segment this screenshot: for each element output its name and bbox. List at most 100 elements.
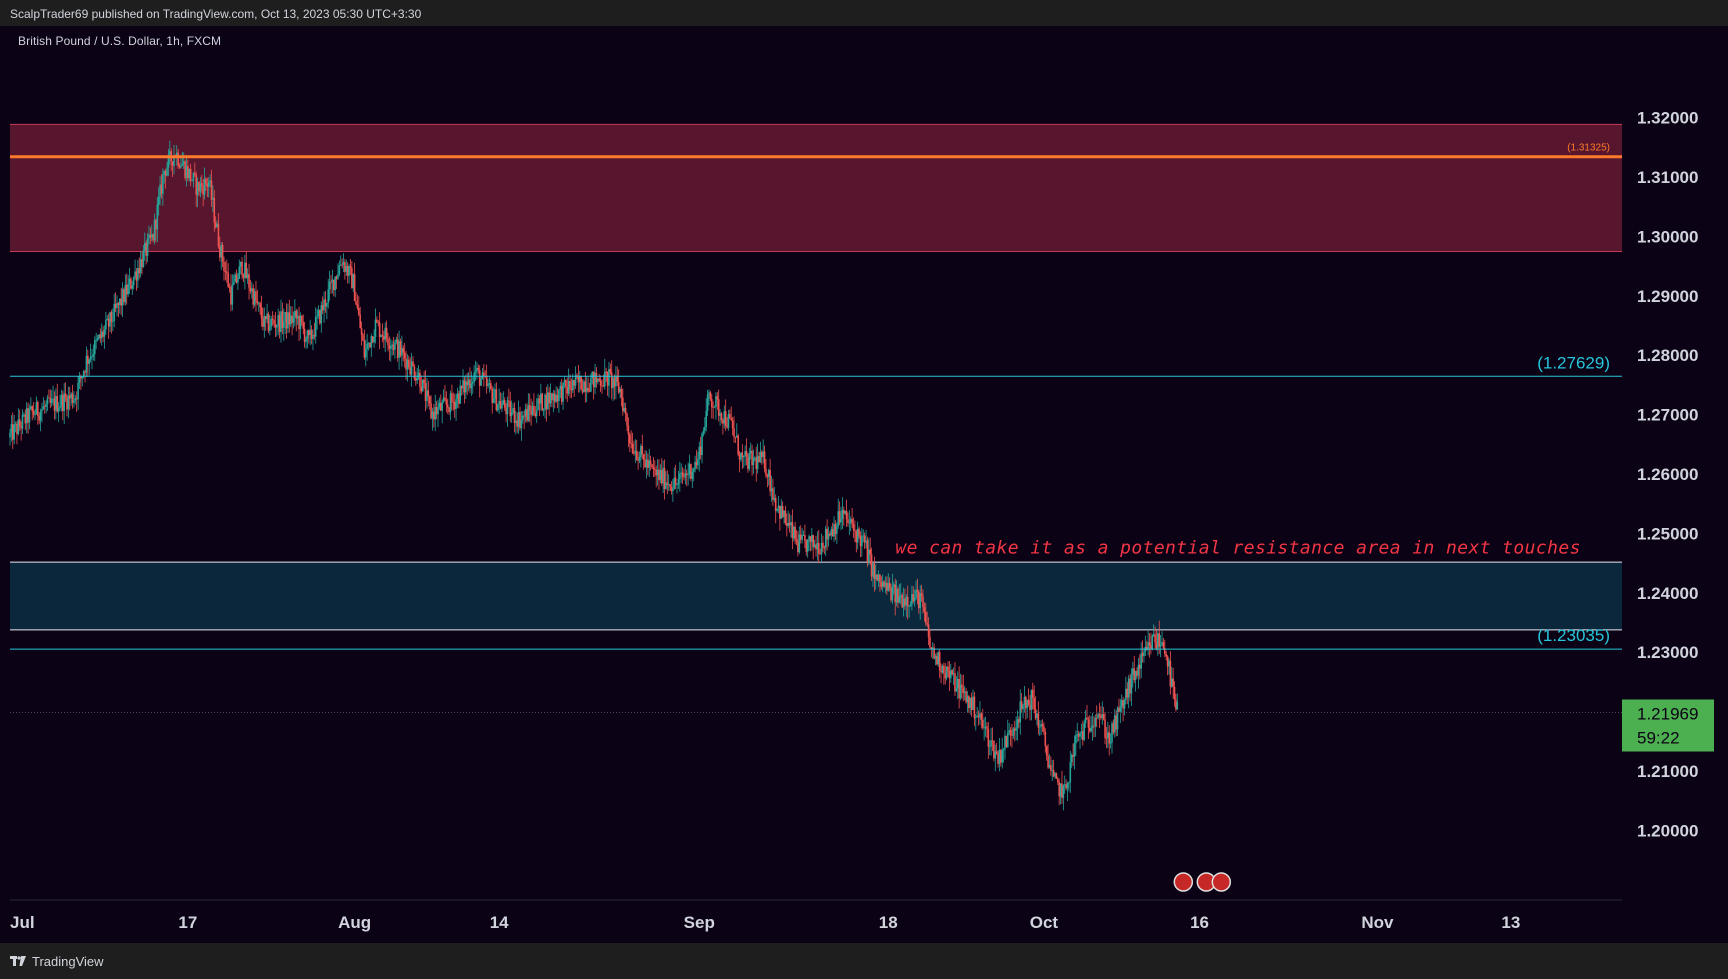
- candle-body: [648, 460, 651, 468]
- candle: [106, 315, 109, 321]
- candle-body: [132, 277, 135, 286]
- candle: [381, 323, 384, 343]
- countdown-value: 59:22: [1637, 728, 1680, 747]
- candle-body: [936, 655, 938, 665]
- candle: [701, 432, 703, 464]
- candle: [758, 451, 760, 463]
- candle-body: [159, 184, 161, 197]
- candle-body: [342, 262, 345, 265]
- candle-body: [727, 414, 730, 428]
- candle: [417, 365, 420, 380]
- candle-body: [351, 267, 353, 289]
- candle-body: [605, 371, 607, 373]
- candle-body: [467, 379, 470, 386]
- candle-body: [644, 460, 646, 468]
- candle: [75, 391, 78, 412]
- candle: [452, 392, 455, 411]
- candle: [519, 406, 521, 431]
- candle: [213, 190, 216, 232]
- candle-body: [28, 408, 31, 423]
- candle: [302, 314, 305, 335]
- us-event-icon[interactable]: [1173, 872, 1194, 892]
- candle: [933, 643, 935, 660]
- candle: [124, 274, 127, 306]
- candle-body: [458, 393, 460, 404]
- chart-panel[interactable]: (1.31325) (1.27629) (1.23035) we can take …: [0, 26, 1728, 943]
- candle-body: [980, 713, 983, 721]
- candle: [787, 510, 790, 529]
- candle: [615, 366, 617, 400]
- candle-body: [237, 278, 239, 283]
- candle: [684, 464, 687, 485]
- candle: [781, 501, 784, 518]
- candle-body: [761, 452, 763, 458]
- candle-body: [685, 473, 688, 475]
- uk-event-icon-2[interactable]: [1211, 872, 1232, 892]
- candle: [287, 303, 289, 334]
- candle-body: [838, 511, 841, 523]
- candle: [567, 368, 570, 396]
- candle: [327, 278, 330, 309]
- candle: [830, 526, 833, 540]
- candle-body: [331, 279, 334, 283]
- candle: [560, 379, 563, 405]
- price-chart[interactable]: (1.31325)(1.27629)(1.23035) we can take …: [0, 26, 1728, 943]
- candle: [1169, 651, 1172, 695]
- candle: [727, 409, 730, 431]
- candle-body: [408, 359, 410, 368]
- candle: [1006, 719, 1009, 748]
- candle: [141, 251, 143, 275]
- candle: [444, 385, 446, 402]
- candle-body: [292, 316, 295, 323]
- candle-body: [166, 167, 168, 176]
- candle-body: [1044, 731, 1047, 746]
- candle: [257, 301, 260, 312]
- candle-body: [191, 180, 193, 182]
- candle-body: [927, 624, 930, 637]
- candle-body: [403, 352, 406, 359]
- candle-body: [667, 484, 670, 485]
- candle: [145, 240, 147, 265]
- candle-body: [444, 397, 446, 400]
- candle-body: [702, 430, 705, 434]
- candle: [469, 367, 471, 393]
- support-zone[interactable]: [10, 562, 1622, 630]
- cyan-level-lower-label: (1.23035): [1537, 626, 1610, 645]
- candle: [245, 251, 248, 279]
- candle: [958, 666, 960, 709]
- candle-body: [353, 274, 356, 302]
- candle-body: [253, 291, 256, 305]
- candle: [455, 393, 457, 421]
- candle: [854, 520, 856, 542]
- candle: [801, 528, 803, 544]
- candle: [71, 384, 74, 409]
- candle-body: [952, 673, 955, 675]
- candle: [645, 450, 648, 479]
- candle: [320, 301, 323, 333]
- candle-body: [1009, 730, 1012, 736]
- candle: [121, 282, 124, 318]
- candle-body: [145, 243, 147, 256]
- candle-body: [289, 315, 292, 325]
- tradingview-logo[interactable]: TradingView: [10, 954, 104, 969]
- candle-body: [987, 729, 990, 747]
- candle: [979, 701, 981, 725]
- candle: [413, 364, 416, 381]
- candle: [658, 459, 660, 490]
- resistance-zone[interactable]: [10, 124, 1622, 252]
- candle-body: [30, 406, 32, 409]
- candle: [895, 580, 898, 607]
- candle-body: [419, 372, 421, 387]
- candle-body: [877, 574, 880, 581]
- candle: [313, 322, 316, 340]
- candle-body: [738, 454, 741, 460]
- candle-body: [439, 402, 442, 411]
- candle: [105, 311, 107, 335]
- candle: [1140, 642, 1142, 679]
- candle-body: [1161, 642, 1163, 646]
- candle-body: [281, 311, 284, 329]
- candle: [142, 244, 145, 268]
- candle: [291, 306, 293, 336]
- candle-body: [749, 450, 752, 454]
